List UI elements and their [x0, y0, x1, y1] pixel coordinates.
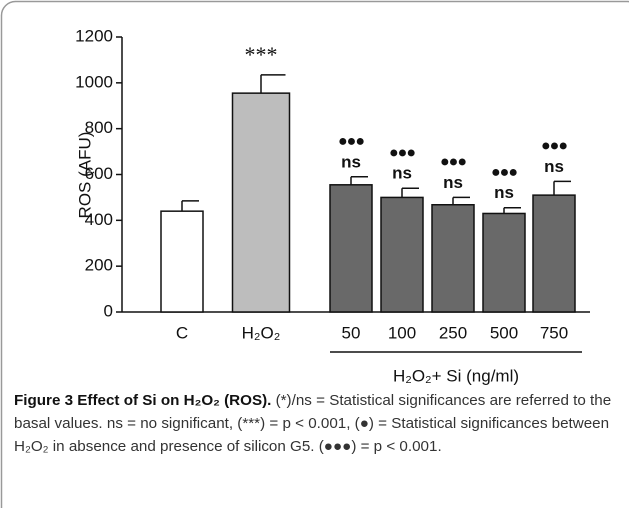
group-label: H₂O₂+ Si (ng/ml)	[393, 366, 519, 385]
x-tick-label: 50	[342, 323, 361, 342]
bar	[532, 194, 576, 313]
significance: ns	[494, 183, 514, 202]
significance: ns	[443, 173, 463, 192]
marker: ●●●	[389, 144, 415, 161]
bar	[231, 92, 291, 313]
y-tick-label: 1200	[75, 26, 113, 45]
y-tick-label: 200	[85, 256, 113, 275]
significance: ***	[245, 42, 278, 67]
x-tick-label: C	[176, 323, 188, 342]
marker: ●●●	[541, 138, 567, 155]
marker: ●●●	[440, 154, 466, 171]
y-tick-label: 400	[85, 210, 113, 229]
bar	[380, 196, 424, 313]
significance: ns	[341, 152, 361, 171]
marker: ●●●	[338, 133, 364, 150]
significance: ns	[392, 164, 412, 183]
caption-text: (*)/ns = Statistical significances are r…	[14, 392, 612, 455]
x-tick-label: 100	[388, 323, 416, 342]
x-tick-label: H₂O₂	[242, 323, 281, 342]
significance: ns	[544, 157, 564, 176]
bar	[431, 204, 475, 313]
y-tick-label: 800	[85, 118, 113, 137]
x-tick-label: 750	[540, 323, 568, 342]
caption-title: Figure 3 Effect of Si on H₂O₂ (ROS).	[14, 392, 272, 409]
bar	[482, 212, 526, 313]
y-tick-label: 0	[104, 301, 113, 320]
x-tick-label: 500	[490, 323, 518, 342]
marker: ●●●	[491, 164, 517, 181]
x-tick-label: 250	[439, 323, 467, 342]
y-axis-label: ROS (AFU)	[75, 132, 94, 219]
caption: Figure 3 Effect of Si on H₂O₂ (ROS). (*)…	[14, 389, 618, 458]
y-tick-label: 1000	[75, 72, 113, 91]
bar	[329, 184, 373, 313]
bar	[160, 210, 204, 313]
y-tick-label: 600	[85, 164, 113, 183]
